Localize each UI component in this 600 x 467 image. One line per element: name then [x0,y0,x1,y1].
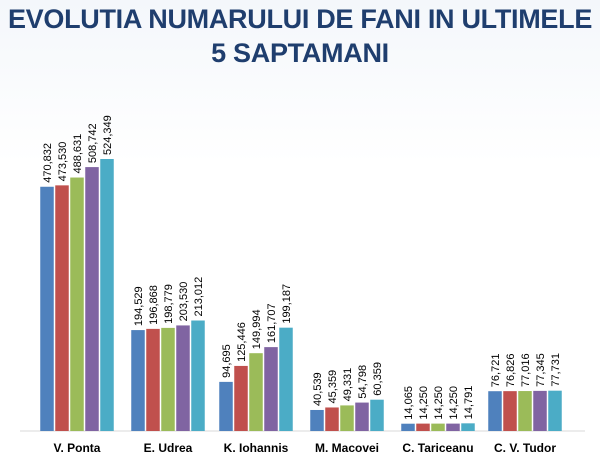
bar-3-0 [310,409,324,431]
value-label-4-1: 14,250 [418,386,430,420]
value-label-1-4: 213,012 [193,277,205,317]
bar-5-3 [533,390,547,431]
value-label-5-4: 77,731 [550,353,562,387]
bar-1-4 [191,320,205,431]
value-label-5-1: 76,826 [505,353,517,387]
bar-1-1 [146,328,160,431]
value-label-4-4: 14,791 [463,386,475,420]
bar-4-2 [431,423,445,431]
bar-5-0 [488,391,502,431]
value-label-0-4: 524,349 [102,115,114,155]
bar-2-2 [249,353,263,431]
value-label-0-0: 470,832 [42,143,54,183]
bar-0-0 [40,186,54,431]
bar-2-0 [219,381,233,431]
value-label-0-2: 488,631 [72,134,84,174]
bar-0-1 [55,185,69,431]
chart-title-line-2: 5 SAPTAMANI [211,38,389,68]
value-label-3-3: 54,798 [357,365,369,399]
bar-1-0 [131,330,145,431]
bar-3-3 [355,402,369,431]
category-label-4: C. Tariceanu [402,441,473,455]
bar-4-0 [401,423,415,431]
value-label-4-0: 14,065 [403,386,415,420]
category-label-2: K. Iohannis [224,441,289,455]
bar-1-2 [161,327,175,431]
category-label-3: M. Macovei [315,441,379,455]
category-label-0: V. Ponta [54,441,101,455]
bar-0-3 [85,167,99,431]
value-label-2-2: 149,994 [251,309,263,349]
bar-0-2 [70,177,84,431]
bar-2-3 [264,347,278,431]
value-label-3-0: 40,539 [312,372,324,406]
value-label-5-2: 77,016 [520,353,532,387]
bar-3-1 [325,407,339,431]
value-label-4-2: 14,250 [433,386,445,420]
bar-3-2 [340,405,354,431]
bar-4-4 [461,423,475,431]
value-label-3-2: 49,331 [342,368,354,402]
bar-4-3 [446,423,460,431]
value-label-5-0: 76,721 [490,354,502,388]
bar-0-4 [100,159,114,431]
category-label-1: E. Udrea [144,441,193,455]
value-label-3-1: 45,359 [327,370,339,404]
bar-5-1 [503,391,517,431]
value-label-2-1: 125,446 [236,322,248,362]
value-label-0-1: 473,530 [57,142,69,182]
value-label-0-3: 508,742 [87,123,99,163]
bar-4-1 [416,423,430,431]
bar-5-2 [518,391,532,431]
value-label-3-4: 60,359 [372,362,384,396]
bar-2-4 [279,327,293,431]
value-label-2-0: 94,695 [221,344,233,378]
chart-title-line-1: EVOLUTIA NUMARULUI DE FANI IN ULTIMELE [7,4,593,34]
bar-1-3 [176,325,190,431]
bar-3-4 [370,399,384,431]
value-label-5-3: 77,345 [535,353,547,387]
value-label-1-2: 198,779 [163,284,175,324]
category-label-5: C. V. Tudor [494,441,556,455]
value-label-2-4: 199,187 [281,284,293,324]
chart-title: EVOLUTIA NUMARULUI DE FANI IN ULTIMELE 5… [0,2,600,70]
value-label-4-3: 14,250 [448,386,460,420]
bar-2-1 [234,365,248,431]
bar-5-4 [548,390,562,431]
value-label-2-3: 161,707 [266,303,278,343]
value-label-1-1: 196,868 [148,285,160,325]
value-label-1-0: 194,529 [133,286,145,326]
value-label-1-3: 203,530 [178,282,190,322]
